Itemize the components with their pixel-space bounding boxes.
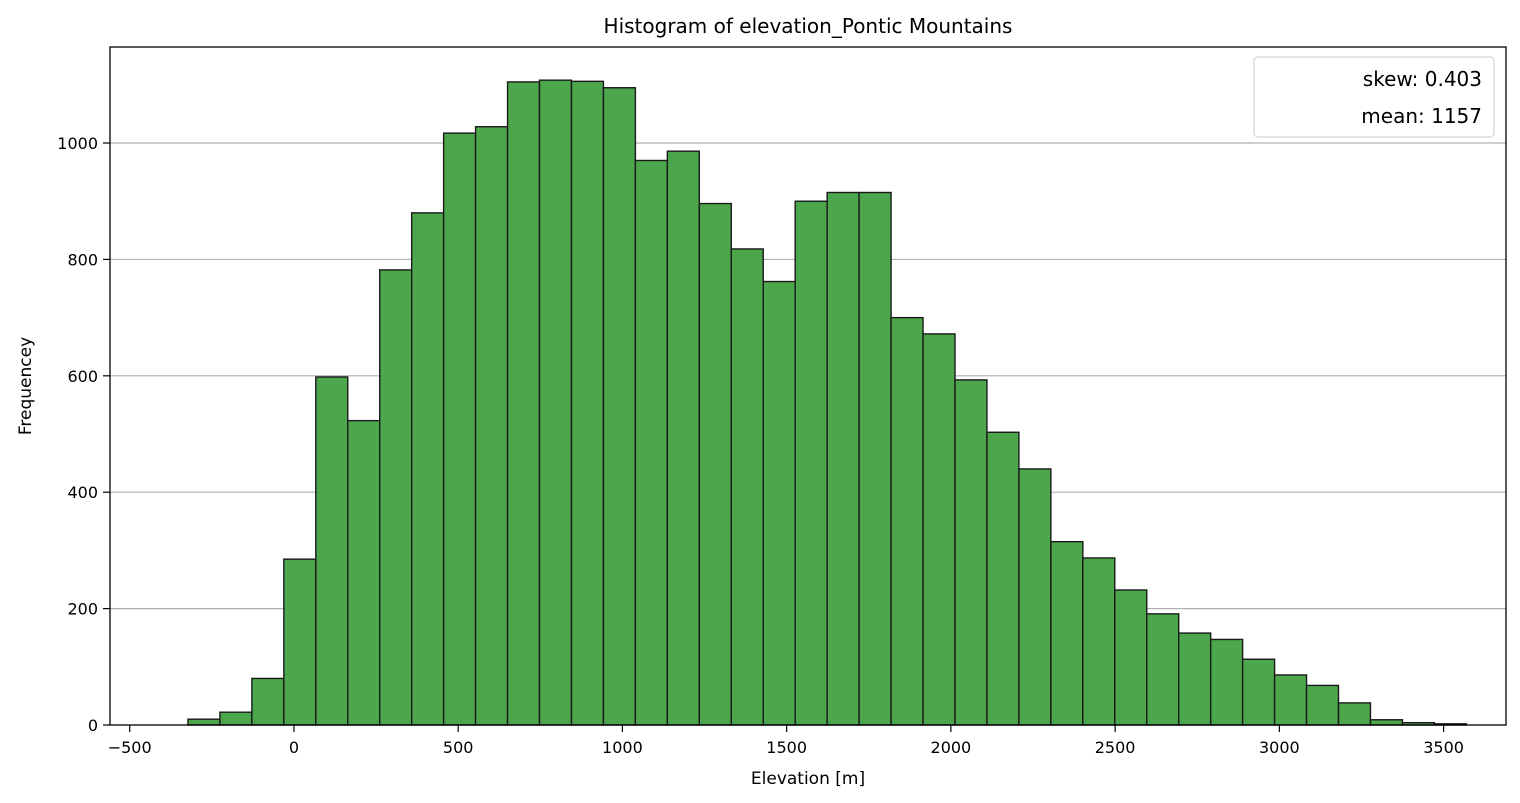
histogram-bar	[1337, 702, 1372, 726]
legend-entry-mean: mean: 1157	[1361, 104, 1482, 128]
histogram-bar	[826, 191, 860, 726]
histogram-bar	[506, 81, 541, 726]
histogram-bar	[666, 150, 701, 726]
x-tick-label: 3000	[1259, 738, 1300, 757]
y-tick-label: 1000	[57, 134, 98, 153]
x-tick-label: 500	[443, 738, 474, 757]
histogram-bar	[251, 677, 285, 726]
histogram-bar	[1114, 589, 1148, 726]
y-tick-label: 200	[67, 600, 98, 619]
histogram-bar	[347, 419, 381, 726]
legend: skew: 0.403 mean: 1157	[1253, 56, 1495, 138]
histogram-bar	[634, 159, 669, 726]
y-tick-label: 0	[88, 716, 98, 735]
histogram-bar	[890, 316, 924, 726]
y-axis-label: Frequencey	[16, 337, 36, 435]
histogram-bar	[474, 126, 509, 726]
histogram-bar	[1050, 540, 1084, 726]
histogram-bar	[858, 191, 892, 726]
x-axis-ticks: −500 0 500 1000 1500 2000 2500 3000 3500	[108, 725, 1464, 757]
x-tick-label: 1500	[766, 738, 807, 757]
histogram-bar	[1369, 719, 1404, 726]
histogram-bar	[315, 376, 349, 726]
histogram-bar	[762, 280, 796, 726]
histogram-bar	[986, 431, 1020, 726]
x-tick-label: 3500	[1423, 738, 1464, 757]
histogram-bar	[1305, 684, 1340, 726]
y-tick-label: 800	[67, 250, 98, 269]
chart-title: Histogram of elevation_Pontic Mountains	[604, 14, 1013, 38]
x-axis-label: Elevation [m]	[751, 769, 865, 789]
histogram-bar	[922, 333, 956, 726]
histogram-bar	[1018, 468, 1052, 726]
histogram-bar	[570, 80, 605, 726]
y-tick-label: 600	[67, 367, 98, 386]
histogram-bar	[379, 269, 413, 726]
histogram-bar	[283, 558, 317, 726]
histogram-bar	[794, 200, 828, 726]
histogram-bar	[1146, 613, 1180, 726]
histogram-bar	[954, 379, 988, 726]
histogram-bar	[1082, 557, 1116, 726]
histogram-bar	[1178, 632, 1212, 726]
histogram-bar	[410, 212, 445, 726]
legend-box	[1253, 56, 1495, 138]
histogram-bars	[187, 79, 1468, 726]
histogram-bar	[219, 711, 253, 726]
histogram-bar	[442, 132, 477, 726]
histogram-bar	[1241, 658, 1276, 726]
y-tick-label: 400	[67, 483, 98, 502]
histogram-bar	[730, 248, 764, 726]
histogram-bar	[1273, 674, 1308, 726]
histogram-bar	[187, 718, 221, 726]
histogram-bar	[1209, 638, 1244, 726]
x-tick-label: −500	[108, 738, 152, 757]
x-tick-label: 0	[289, 738, 299, 757]
x-tick-label: 1000	[602, 738, 643, 757]
y-axis-ticks: 0 200 400 600 800 1000	[57, 134, 110, 735]
x-tick-label: 2500	[1095, 738, 1136, 757]
histogram-bar	[538, 79, 573, 726]
histogram-bar	[698, 202, 732, 726]
histogram-bar	[602, 87, 637, 726]
x-tick-label: 2000	[931, 738, 972, 757]
plot-frame	[109, 46, 1507, 726]
legend-entry-skew: skew: 0.403	[1363, 67, 1482, 91]
